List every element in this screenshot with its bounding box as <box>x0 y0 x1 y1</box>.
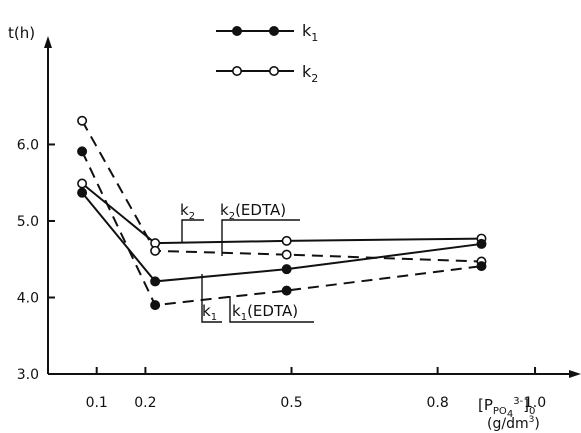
x-axis-label-sub: PO <box>493 406 507 417</box>
annotation-k1-edta-suffix: (EDTA) <box>247 302 298 320</box>
x-axis-unit: (g/dm3) <box>487 415 540 432</box>
series-line-k2-edta <box>81 120 482 263</box>
annotation-leader-k2-edta <box>221 219 300 256</box>
data-point-k1 <box>476 238 487 249</box>
annotation-k2-edta-main: k <box>220 201 229 219</box>
y-tick-label: 3.0 <box>17 367 39 383</box>
annotation-k1-edta: k1(EDTA) <box>232 302 298 323</box>
x-axis-label-end-sub: 0 <box>529 406 535 417</box>
data-point-k1-edta <box>77 146 88 157</box>
x-tick-label: 0.1 <box>86 395 108 411</box>
data-point-k1-edta <box>281 285 292 296</box>
data-point-k1 <box>150 276 161 287</box>
series-line-k2 <box>81 182 482 245</box>
x-axis-unit-end: ) <box>534 416 539 432</box>
legend-label-k2-main: k <box>302 62 312 81</box>
data-point-k1 <box>77 187 88 198</box>
data-point-k2-edta <box>150 245 161 256</box>
x-axis-label-sup: 3- <box>513 396 523 407</box>
x-axis-label: [PPO43-]0 <box>478 396 535 420</box>
legend-label-k1: k1 <box>302 21 318 44</box>
y-axis-arrow-icon <box>44 36 52 48</box>
x-axis-arrow-icon <box>569 370 581 378</box>
legend-label-k2: k2 <box>302 62 318 85</box>
annotation-k1-edta-sub: 1 <box>241 312 247 323</box>
annotation-k2-edta-suffix: (EDTA) <box>235 201 286 219</box>
x-axis-unit-sup: 3 <box>529 415 535 425</box>
annotations: k2 k2(EDTA) k1 k1(EDTA) <box>180 201 314 323</box>
annotation-leader-k1 <box>201 274 222 323</box>
series-line-k1 <box>81 192 482 283</box>
legend-label-k1-sub: 1 <box>311 31 318 44</box>
legend-marker-k1 <box>232 25 243 36</box>
legend-marker-k2 <box>268 66 279 77</box>
data-point-k2 <box>77 178 88 189</box>
data-point-k1 <box>281 264 292 275</box>
x-tick-label: 0.8 <box>426 395 448 411</box>
series-layer <box>77 115 487 311</box>
y-tick-label: 4.0 <box>17 290 39 306</box>
x-tick-label: 0.5 <box>280 395 302 411</box>
data-point-k1-edta <box>150 300 161 311</box>
y-tick-label: 6.0 <box>17 137 39 153</box>
series-line-k1-edta <box>81 150 482 307</box>
legend: k1 k2 <box>216 21 318 85</box>
y-axis-label: t(h) <box>8 24 35 42</box>
data-point-k1-edta <box>476 261 487 272</box>
x-axis-label-end: ] <box>523 396 529 414</box>
annotation-k1: k1 <box>202 302 217 323</box>
x-axis-unit-main: (g/dm <box>487 416 529 432</box>
legend-label-k2-sub: 2 <box>311 72 318 85</box>
annotation-k1-main: k <box>202 302 211 320</box>
annotation-k1-edta-main: k <box>232 302 241 320</box>
x-tick-label: 1.0 <box>524 395 546 411</box>
x-axis-label-sub2: 4 <box>507 409 513 420</box>
annotation-k2-edta: k2(EDTA) <box>220 201 286 222</box>
annotation-k1-sub: 1 <box>211 312 217 323</box>
legend-marker-k1 <box>268 25 279 36</box>
legend-marker-k2 <box>232 66 243 77</box>
data-point-k2 <box>281 235 292 246</box>
data-point-k2-edta <box>77 115 88 126</box>
annotation-leader-k2 <box>181 219 204 243</box>
x-tick-label: 0.2 <box>134 395 156 411</box>
data-point-k2-edta <box>281 249 292 260</box>
annotation-k2-main: k <box>180 201 189 219</box>
y-tick-label: 5.0 <box>17 214 39 230</box>
annotation-k2-edta-sub: 2 <box>229 211 235 222</box>
annotation-leader-k1-edta <box>229 296 314 323</box>
x-axis-label-main: [P <box>478 396 493 414</box>
annotation-k2-sub: 2 <box>189 211 195 222</box>
annotation-k2: k2 <box>180 201 195 222</box>
axis-ticks: 3.0 4.0 5.0 6.0 0.1 0.2 0.5 0.8 1.0 <box>17 137 546 411</box>
legend-label-k1-main: k <box>302 21 312 40</box>
